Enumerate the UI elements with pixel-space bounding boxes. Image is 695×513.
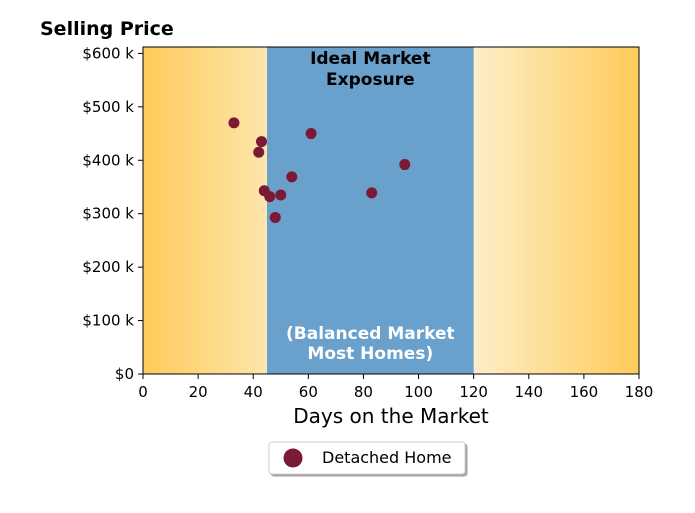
data-point (228, 117, 240, 129)
x-tick-label: 40 (244, 383, 263, 401)
x-axis: 0 20 40 60 80 100 120 140 160 180 (138, 374, 653, 401)
band-bottom-text-line: Most Homes) (307, 344, 433, 364)
y-tick-label: $400 k (82, 151, 134, 169)
data-point (269, 211, 281, 223)
plot-frame (142, 46, 640, 375)
data-point (286, 171, 298, 183)
y-tick-label: $0 (115, 365, 134, 383)
ideal-band-rect (267, 47, 474, 374)
x-tick-label: 180 (625, 383, 654, 401)
data-point (253, 146, 265, 158)
y-axis: $0 $100 k $200 k $300 k $400 k $500 k $600 k (82, 44, 143, 383)
band-bottom-text-line: (Balanced Market (286, 324, 455, 344)
y-axis-label: Selling Price (40, 18, 174, 40)
x-tick-label: 160 (570, 383, 599, 401)
x-tick-label: 20 (189, 383, 208, 401)
y-tick-label: $100 k (82, 312, 134, 330)
data-points (228, 117, 411, 223)
data-point (264, 191, 276, 203)
x-axis-label: Days on the Market (293, 404, 489, 428)
legend-label: Detached Home (322, 448, 452, 467)
data-point (305, 128, 317, 140)
y-tick-label: $600 k (82, 44, 134, 62)
band-top-text-line: Exposure (326, 70, 415, 90)
data-point (399, 159, 411, 171)
data-point (275, 189, 287, 201)
legend: Detached Home (268, 441, 466, 475)
x-tick-label: 120 (459, 383, 488, 401)
legend-box (268, 441, 466, 475)
x-tick-label: 140 (514, 383, 543, 401)
x-tick-label: 80 (354, 383, 373, 401)
y-tick-label: $500 k (82, 98, 134, 116)
data-point (255, 136, 267, 148)
x-tick-label: 0 (138, 383, 148, 401)
y-tick-label: $200 k (82, 258, 134, 276)
x-tick-label: 60 (299, 383, 318, 401)
y-tick-label: $300 k (82, 205, 134, 223)
legend-marker (283, 448, 303, 468)
x-tick-label: 100 (404, 383, 433, 401)
band-top-text-line: Ideal Market (310, 49, 431, 69)
data-point (366, 187, 378, 199)
